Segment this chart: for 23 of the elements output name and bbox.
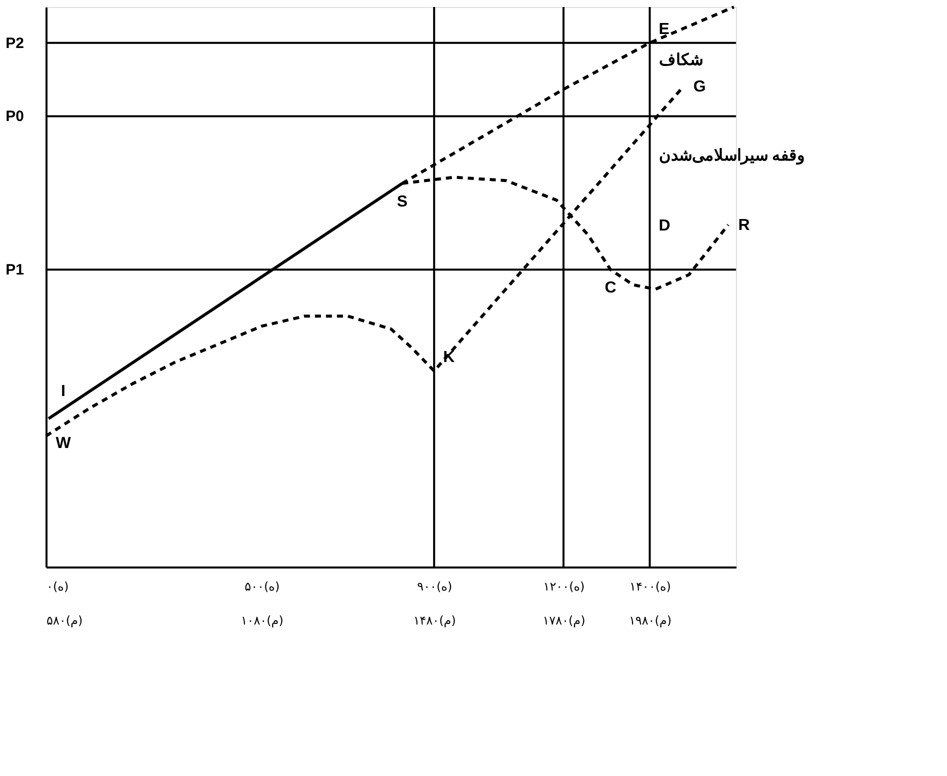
ref-line-label: P1	[6, 262, 24, 279]
x-tick-label: ۱۲۰۰(ه)	[543, 580, 585, 594]
x2-tick-label: ۵۸۰(م)	[46, 614, 83, 628]
x2-tick-label: ۱۴۸۰(م)	[413, 614, 456, 628]
annotation: E	[658, 20, 670, 38]
annotation: وقفه سیراسلامی‌شدن	[658, 147, 806, 166]
annotation: شکاف	[658, 52, 703, 70]
ref-line-label: P0	[6, 108, 24, 126]
annotation: C	[604, 280, 617, 297]
ref-line-label: P2	[6, 34, 24, 52]
x-tick-label: ۱۴۰۰(ه)	[630, 580, 671, 594]
annotation: G	[693, 78, 706, 96]
x-tick-label: ۹۰۰(ه)	[417, 580, 452, 594]
annotation: I	[61, 383, 66, 400]
annotation: R	[738, 216, 750, 234]
annotation: D	[658, 217, 670, 234]
x2-tick-label: ۱۷۸۰(م)	[542, 614, 586, 628]
x2-tick-label: ۱۹۸۰(م)	[628, 614, 672, 628]
annotation: S	[396, 193, 408, 210]
x-tick-label: ۵۰۰(ه)	[244, 580, 280, 594]
x-tick-label: ۰(ه)	[46, 580, 69, 594]
x2-tick-label: ۱۰۸۰(م)	[240, 614, 284, 628]
annotation: W	[56, 434, 72, 452]
